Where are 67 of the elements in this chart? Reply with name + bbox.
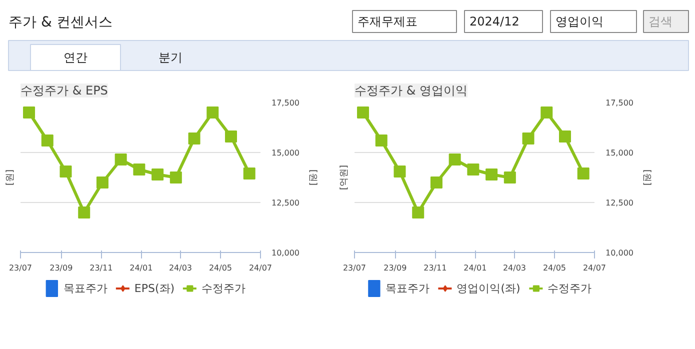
point xyxy=(394,166,406,178)
point xyxy=(375,134,388,146)
point xyxy=(577,168,590,180)
point xyxy=(448,154,461,166)
text: 연간 xyxy=(64,50,88,64)
chart-title: 수정주가 & EPS xyxy=(20,84,108,98)
point xyxy=(412,206,424,218)
point xyxy=(522,132,534,144)
x-tick-label: 23/09 xyxy=(50,264,73,272)
text: 검색 xyxy=(648,14,672,28)
y2-axis-title: [원] xyxy=(641,169,652,186)
point xyxy=(133,164,146,176)
y-axis-title: [억원] xyxy=(340,164,350,190)
point xyxy=(224,130,237,142)
y2-tick-label: 15,000 xyxy=(272,148,300,158)
x-tick-label: 24/07 xyxy=(582,264,606,272)
x-tick-label: 23/11 xyxy=(424,264,447,272)
point xyxy=(504,172,516,184)
legend-label: EPS(좌) xyxy=(134,280,175,296)
x-tick-label: 24/03 xyxy=(168,264,192,272)
text: 2024/12 xyxy=(470,14,520,28)
legend-label: 수정주가 xyxy=(202,280,246,296)
x-tick-label: 24/07 xyxy=(248,264,272,272)
point xyxy=(467,164,480,176)
point xyxy=(152,168,164,180)
legend-label: 목표주가 xyxy=(63,280,108,296)
x-tick-label: 23/07 xyxy=(342,264,366,272)
point xyxy=(206,106,219,118)
point xyxy=(23,106,36,118)
y2-tick-label: 12,500 xyxy=(606,198,634,208)
y2-axis-title: [원] xyxy=(307,169,318,186)
point xyxy=(540,106,553,118)
x-tick-label: 23/07 xyxy=(8,264,32,272)
point xyxy=(430,176,442,188)
point xyxy=(486,168,498,180)
chart-title: 수정주가 & 영업이익 xyxy=(354,84,468,98)
point xyxy=(41,134,54,146)
legend-label: 영업이익(좌) xyxy=(456,280,520,296)
y2-tick-label: 15,000 xyxy=(606,148,634,158)
point xyxy=(170,172,182,184)
point xyxy=(96,176,108,188)
text: 주가 & 컨센서스 xyxy=(8,14,112,30)
y2-tick-label: 10,000 xyxy=(606,248,634,258)
legend-label: 목표주가 xyxy=(386,280,430,296)
text: 주재무제표 xyxy=(358,14,418,28)
y2-tick-label: 10,000 xyxy=(272,248,300,258)
point xyxy=(357,106,370,118)
point xyxy=(243,168,256,180)
x-tick-label: 24/05 xyxy=(542,264,566,272)
point xyxy=(60,166,72,178)
x-tick-label: 24/01 xyxy=(130,264,153,272)
point xyxy=(114,154,127,166)
x-tick-label: 24/01 xyxy=(464,264,487,272)
point xyxy=(78,206,90,218)
x-tick-label: 23/11 xyxy=(90,264,113,272)
y2-tick-label: 12,500 xyxy=(272,198,300,208)
y2-tick-label: 17,500 xyxy=(272,98,300,108)
point xyxy=(558,130,571,142)
legend-label: 수정주가 xyxy=(547,280,592,296)
x-tick-label: 24/03 xyxy=(502,264,526,272)
y2-tick-label: 17,500 xyxy=(606,98,634,108)
x-tick-label: 24/05 xyxy=(208,264,232,272)
text: 영업이익 xyxy=(556,14,604,28)
text: 분기 xyxy=(158,50,182,64)
x-tick-label: 23/09 xyxy=(384,264,407,272)
point xyxy=(188,132,200,144)
y-axis-title: [원] xyxy=(6,169,16,186)
